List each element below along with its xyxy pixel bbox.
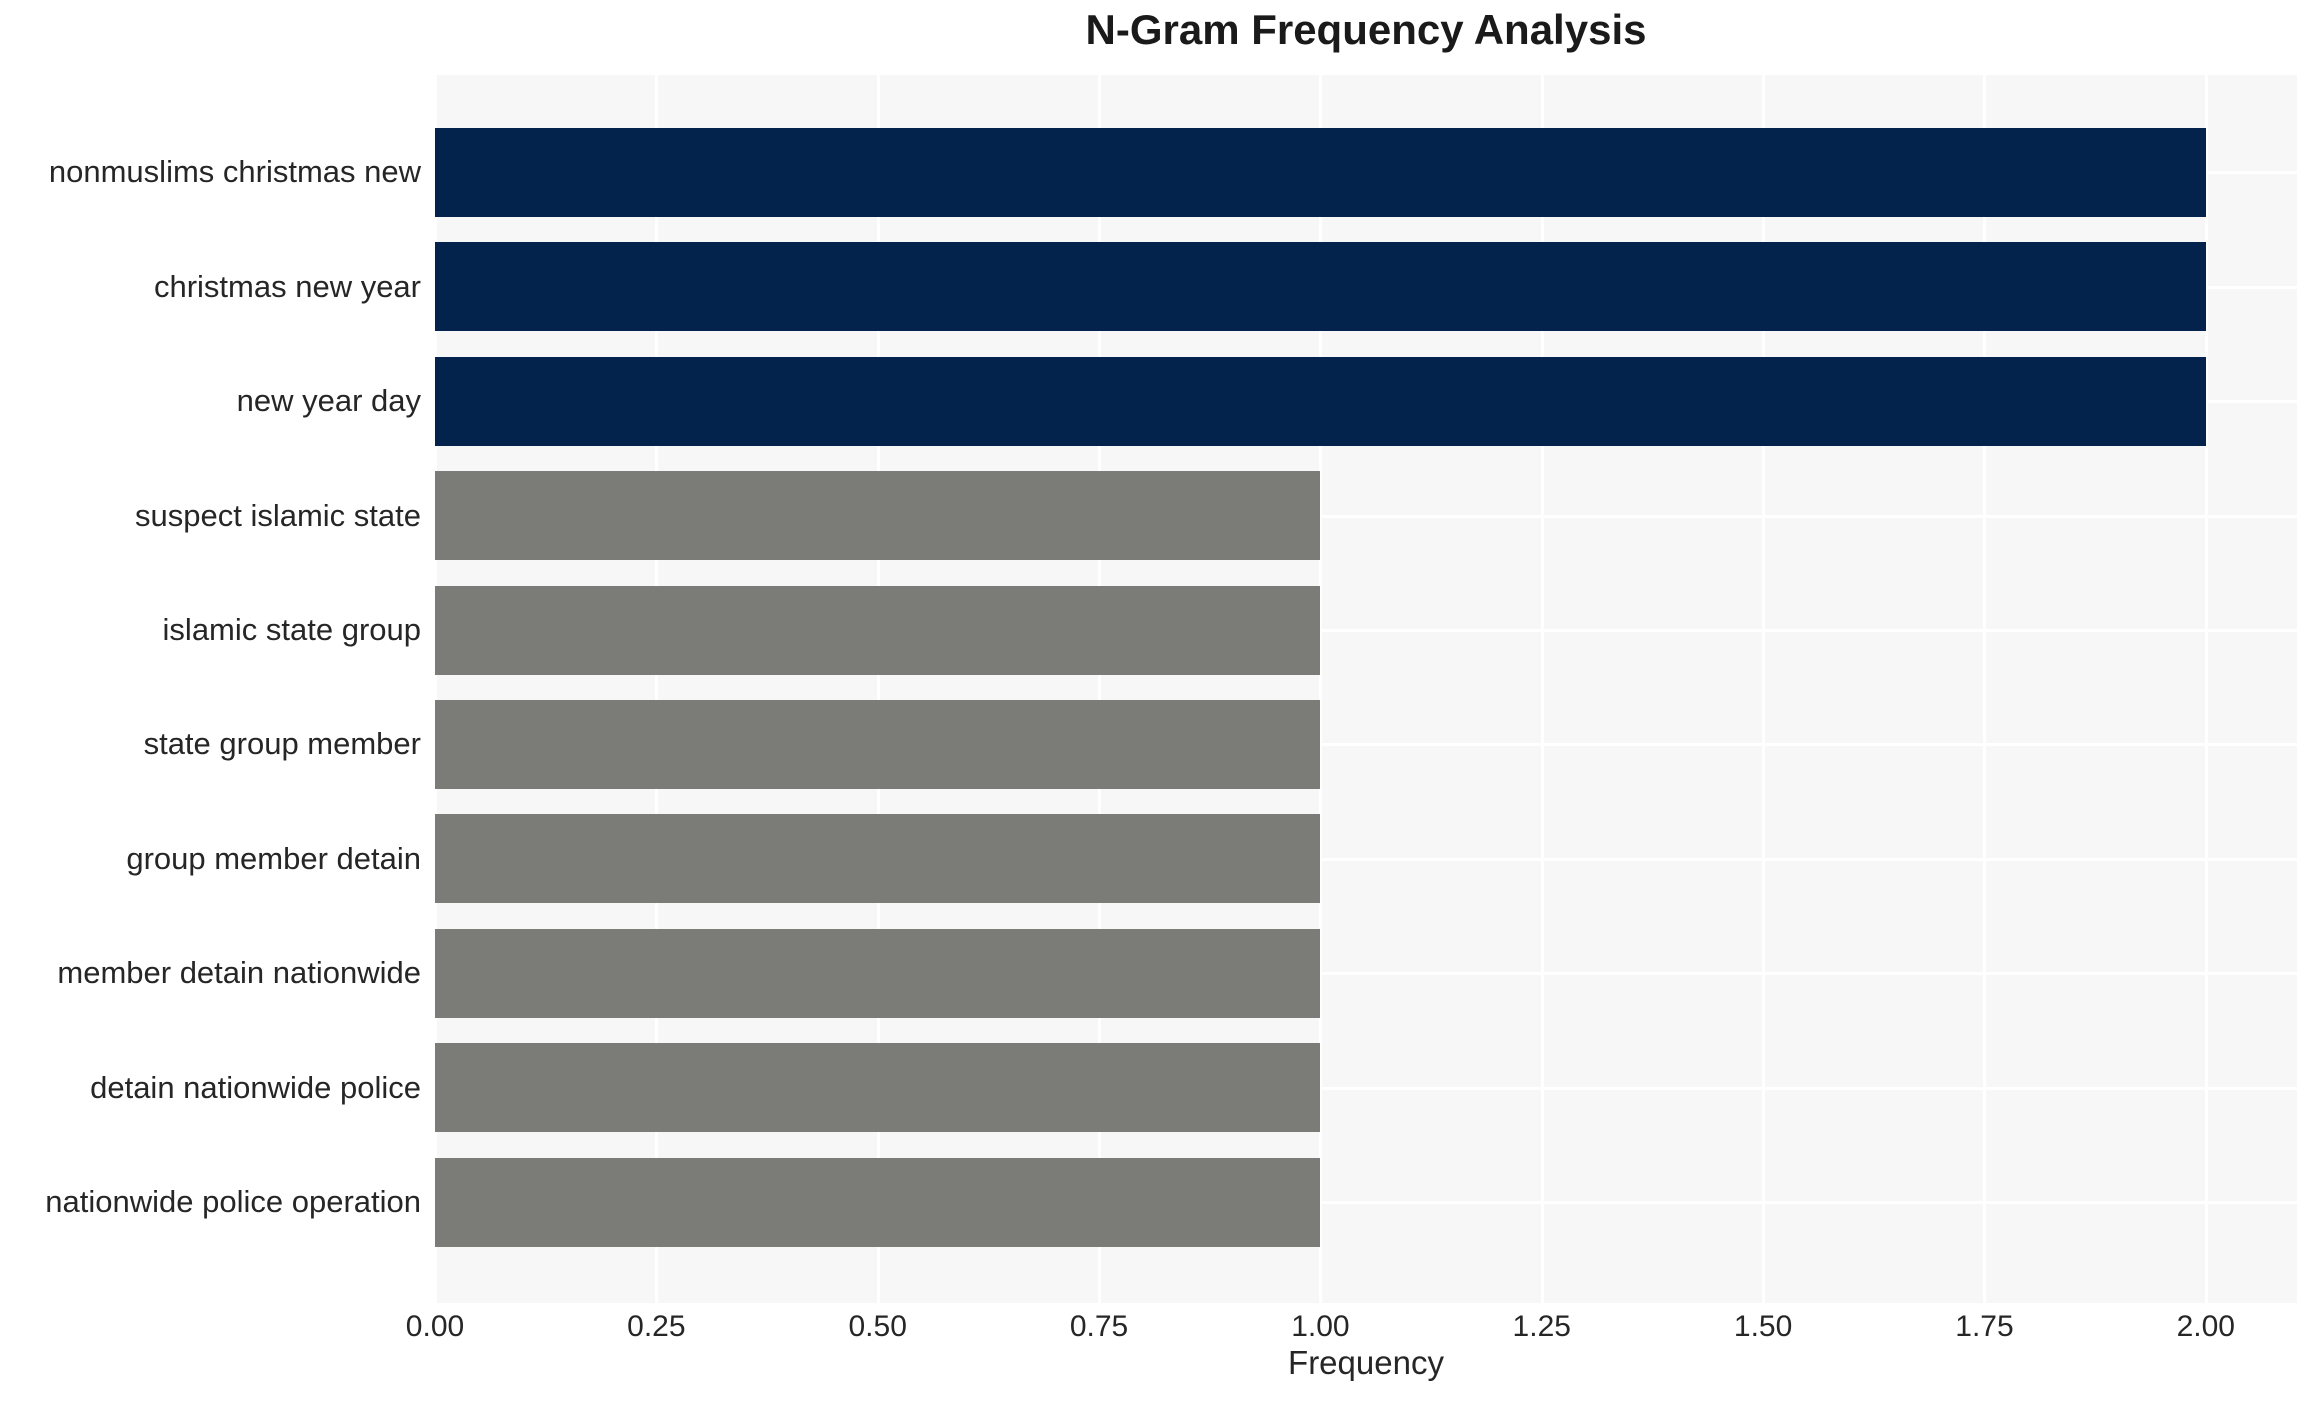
bar-new-year-day	[435, 356, 2206, 446]
horizontal-gridline	[435, 1086, 2297, 1090]
horizontal-gridline	[435, 629, 2297, 633]
bar-state-group-member	[435, 699, 1321, 789]
x-tick-label: 0.00	[405, 1310, 465, 1343]
y-tick-label: member detain nationwide	[57, 955, 421, 991]
y-tick-label: detain nationwide police	[90, 1069, 421, 1105]
bar-nationwide-police-operation	[435, 1157, 1321, 1247]
y-tick-label: nationwide police operation	[45, 1184, 421, 1220]
vertical-gridline	[1319, 75, 1323, 1303]
vertical-gridline	[1098, 75, 1102, 1303]
y-tick-label: islamic state group	[162, 612, 421, 648]
y-tick-label: christmas new year	[153, 268, 421, 304]
bar-suspect-islamic-state	[435, 471, 1321, 561]
x-tick-label: 1.50	[1733, 1310, 1793, 1343]
vertical-gridline	[434, 75, 437, 1303]
y-axis-labels: nonmuslims christmas new christmas new ye…	[0, 75, 421, 1303]
plot-area	[434, 75, 2297, 1303]
x-tick-label: 1.75	[1955, 1310, 2014, 1343]
bar-group-member-detain	[435, 814, 1321, 904]
horizontal-gridline	[435, 514, 2297, 518]
x-axis-label: Frequency	[1288, 1344, 1444, 1381]
bar-detain-nationwide-police	[435, 1043, 1321, 1133]
bar-islamic-state-group	[435, 585, 1321, 675]
vertical-gridline	[655, 75, 659, 1303]
x-tick-label: 1.25	[1512, 1310, 1571, 1343]
vertical-gridline	[1540, 75, 1544, 1303]
vertical-gridline	[1762, 75, 1766, 1303]
x-tick-label: 2.00	[2176, 1310, 2235, 1343]
horizontal-gridline	[435, 743, 2297, 747]
y-tick-label: suspect islamic state	[135, 497, 421, 533]
chart-title: N-Gram Frequency Analysis	[1085, 6, 1647, 53]
x-tick-label: 0.50	[848, 1310, 907, 1343]
vertical-gridline	[1983, 75, 1987, 1303]
x-tick-label: 0.25	[627, 1310, 686, 1343]
bar-member-detain-nationwide	[435, 928, 1321, 1018]
x-axis-ticks: 0.00 0.25 0.50 0.75 1.00 1.25 1.50 1.75 2.00	[406, 1303, 2297, 1347]
x-tick-label: 1.00	[1291, 1310, 1350, 1343]
vertical-gridline	[876, 75, 880, 1303]
y-tick-label: group member detain	[126, 840, 421, 876]
horizontal-gridline	[435, 972, 2297, 976]
y-tick-label: nonmuslims christmas new	[48, 154, 421, 190]
bar-nonmuslims-christmas-new	[435, 128, 2206, 217]
horizontal-gridline	[435, 857, 2297, 861]
bar-christmas-new-year	[435, 242, 2206, 332]
y-tick-label: new year day	[236, 383, 421, 419]
x-tick-label: 0.75	[1069, 1310, 1129, 1343]
vertical-gridline	[2204, 75, 2208, 1303]
y-tick-label: state group member	[143, 726, 421, 762]
horizontal-gridline	[435, 1201, 2297, 1205]
